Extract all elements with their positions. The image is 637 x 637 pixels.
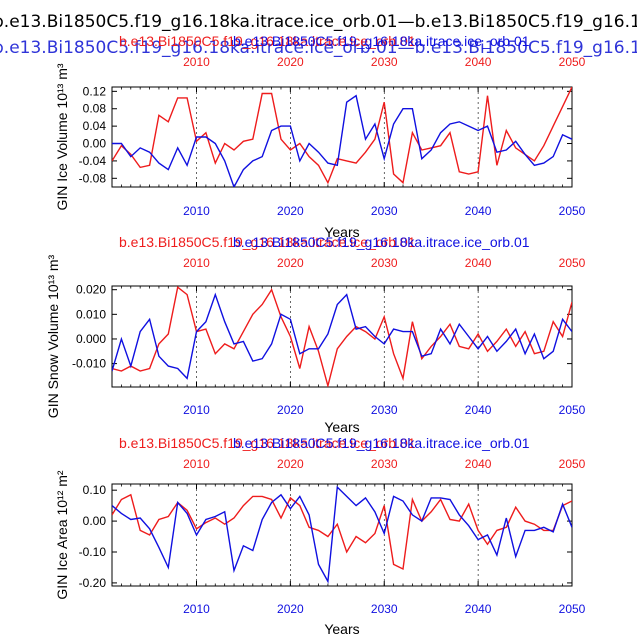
x-tick-label-top: 2020 (277, 55, 304, 69)
chart-panel-1: 2010 2010 2020 2020 2030 2030 2040 2040 2050 2050… (54, 33, 586, 240)
x-tick-label-bottom: 2050 (559, 204, 586, 218)
y-tick-label: 0.10 (83, 483, 107, 497)
x-tick-label-top: 2050 (559, 457, 586, 471)
y-tick-label: 0.020 (76, 283, 106, 297)
x-tick-label-top: 2010 (183, 457, 210, 471)
chart-panel-2: 2010 2010 2020 2020 2030 2030 2040 2040 2050 2050… (45, 234, 586, 435)
plot-frame (111, 483, 573, 587)
series-line-blue (112, 485, 572, 584)
y-tick-label: -0.08 (79, 171, 107, 185)
x-tick-label-top: 2030 (371, 256, 398, 270)
y-tick-label: -0.20 (79, 576, 107, 590)
chart-panel-3: 2010 2010 2020 2020 2030 2030 2040 2040 2050 2050… (54, 435, 586, 637)
x-tick-label-bottom: 2040 (465, 403, 492, 417)
x-tick-label-top: 2050 (559, 55, 586, 69)
y-axis-label: GIN Ice Volume 10¹³ m³ (54, 63, 70, 210)
y-tick-label: 0.000 (76, 332, 106, 346)
x-tick-label-top: 2030 (371, 55, 398, 69)
x-tick-label-bottom: 2030 (371, 602, 398, 616)
title-blue: b.e13.Bi1850C5.f19_g16.18ka.itrace.ice_o… (233, 33, 530, 49)
x-tick-label-top: 2010 (183, 256, 210, 270)
x-tick-label-top: 2040 (465, 457, 492, 471)
x-tick-label-bottom: 2010 (183, 602, 210, 616)
series-line-blue (112, 94, 572, 187)
y-tick-label: 0.00 (83, 137, 107, 151)
x-tick-label-top: 2040 (465, 256, 492, 270)
x-tick-label-bottom: 2010 (183, 403, 210, 417)
y-axis-label: GIN Snow Volume 10¹³ m³ (45, 254, 61, 418)
x-axis-label: Years (324, 621, 359, 637)
y-tick-label: 0.08 (83, 102, 107, 116)
title-red: b.e13.Bi1850C5.f19_g16.18ka.itrace.ice_o… (119, 33, 416, 49)
y-tick-label: 0.12 (83, 84, 107, 98)
title-red: b.e13.Bi1850C5.f19_g16.18ka.itrace.ice_o… (119, 234, 416, 250)
x-tick-label-bottom: 2020 (277, 403, 304, 417)
series-line-red (112, 493, 572, 571)
title-blue: b.e13.Bi1850C5.f19_g16.18ka.itrace.ice_o… (233, 435, 530, 451)
x-tick-label-bottom: 2030 (371, 204, 398, 218)
x-tick-label-bottom: 2010 (183, 204, 210, 218)
plot-frame (111, 86, 573, 188)
x-tick-label-bottom: 2050 (559, 602, 586, 616)
y-tick-label: -0.10 (79, 545, 107, 559)
x-tick-label-top: 2030 (371, 457, 398, 471)
x-tick-label-top: 2020 (277, 457, 304, 471)
x-tick-label-bottom: 2020 (277, 204, 304, 218)
title-blue: b.e13.Bi1850C5.f19_g16.18ka.itrace.ice_o… (233, 234, 530, 250)
x-tick-label-top: 2050 (559, 256, 586, 270)
x-tick-label-bottom: 2040 (465, 602, 492, 616)
x-axis-label: Years (324, 224, 359, 240)
header-line-2: b.e13.Bi1850C5.f19_g16.18ka.itrace.ice_o… (0, 38, 637, 58)
x-tick-label-bottom: 2020 (277, 602, 304, 616)
series-line-red (112, 87, 572, 185)
x-tick-label-top: 2020 (277, 256, 304, 270)
x-tick-label-bottom: 2050 (559, 403, 586, 417)
x-axis-label: Years (324, 419, 359, 435)
y-tick-label: -0.04 (79, 154, 107, 168)
y-tick-label: 0.00 (83, 514, 107, 528)
title-red: b.e13.Bi1850C5.f19_g16.18ka.itrace.ice_o… (119, 435, 416, 451)
x-tick-label-top: 2010 (183, 55, 210, 69)
x-tick-label-bottom: 2030 (371, 403, 398, 417)
x-tick-label-top: 2040 (465, 55, 492, 69)
y-tick-label: 0.04 (83, 119, 107, 133)
series-line-red (112, 286, 572, 387)
series-line-blue (112, 292, 572, 380)
y-axis-label: GIN Ice Area 10¹² m² (54, 470, 70, 599)
plot-frame (111, 285, 573, 388)
y-tick-label: -0.010 (72, 357, 106, 371)
y-tick-label: 0.010 (76, 307, 106, 321)
x-tick-label-bottom: 2040 (465, 204, 492, 218)
header-line-1: b.e13.Bi1850C5.f19_g16.18ka.itrace.ice_o… (0, 12, 637, 32)
